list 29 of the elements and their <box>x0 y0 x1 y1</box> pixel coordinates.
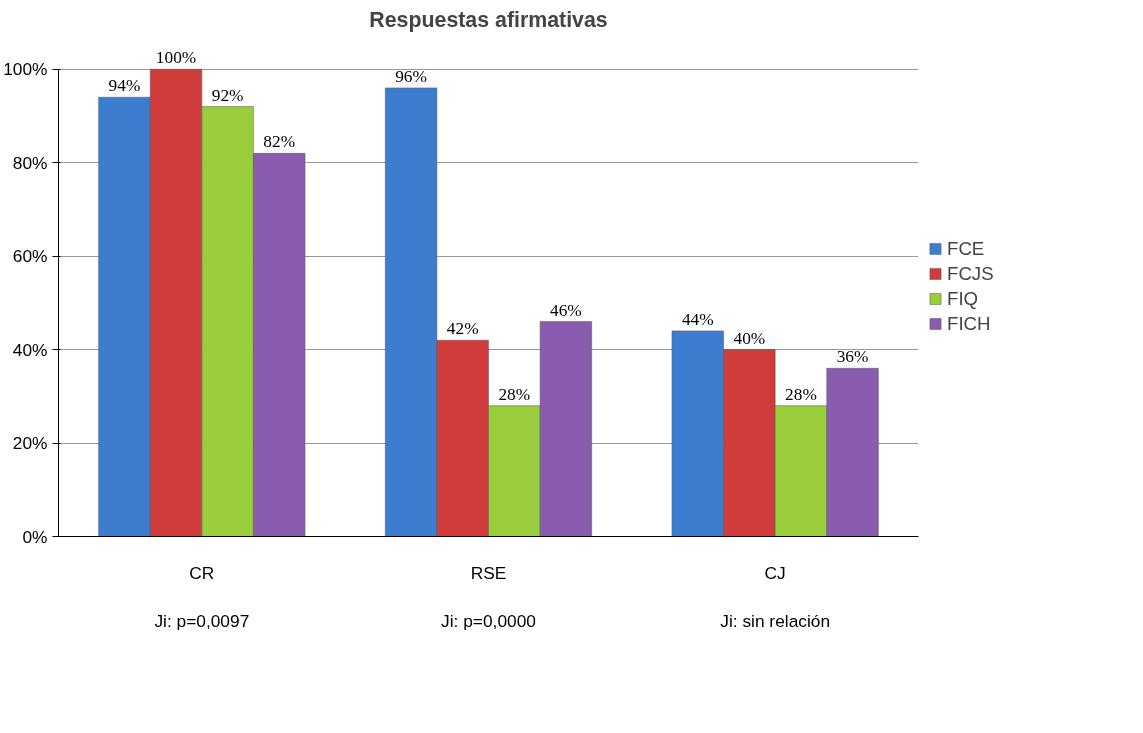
y-tick-label: 40% <box>12 339 48 360</box>
y-tick-label: 60% <box>12 246 48 267</box>
data-label: 100% <box>155 48 197 68</box>
text: Ji: sin relación <box>720 610 831 631</box>
x-tick-label: RSE <box>470 562 507 583</box>
data-label: 40% <box>733 328 766 348</box>
legend-label: FCJS <box>947 262 994 285</box>
data-label: 42% <box>446 319 479 339</box>
text: Ji: p=0,0097 <box>154 610 250 631</box>
y-tick-label: 0% <box>22 526 48 547</box>
data-label: 46% <box>550 300 582 320</box>
y-tick-label: 100% <box>3 59 48 80</box>
data-label: 28% <box>785 384 817 404</box>
legend-label: FCE <box>947 237 985 260</box>
data-label: 36% <box>836 347 869 367</box>
data-label: 82% <box>263 132 296 152</box>
legend-label: FIQ <box>947 287 979 310</box>
x-tick-label: CR <box>189 562 215 583</box>
chart-title: Respuestas afirmativas <box>369 7 608 32</box>
y-tick-label: 80% <box>12 152 48 173</box>
x-tick-label: CJ <box>764 562 786 583</box>
data-label: 92% <box>211 85 244 105</box>
data-label: 94% <box>108 76 141 96</box>
data-label: 28% <box>498 384 531 404</box>
data-label: 44% <box>681 309 714 329</box>
y-tick-label: 20% <box>12 433 48 454</box>
text: Ji: p=0,0000 <box>441 610 536 631</box>
legend-label: FICH <box>947 312 991 335</box>
data-label: 96% <box>395 66 427 86</box>
